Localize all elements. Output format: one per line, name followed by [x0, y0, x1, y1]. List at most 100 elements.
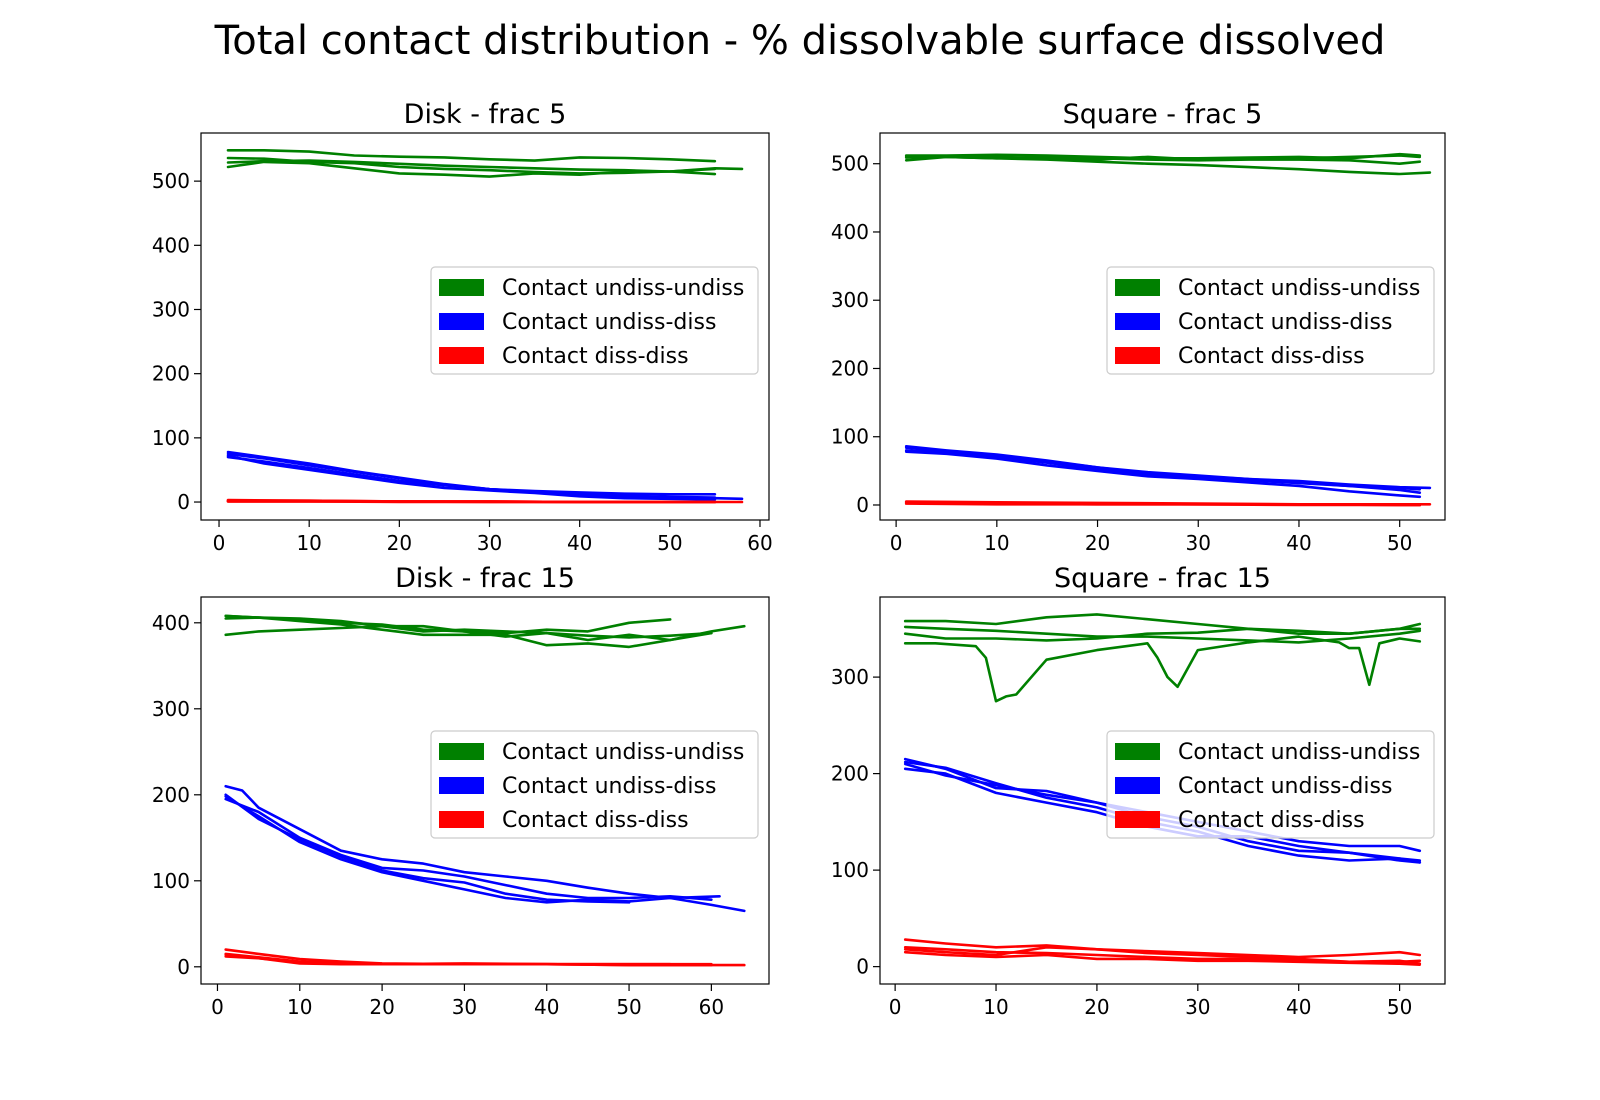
series-line-undiss-diss [226, 454, 717, 501]
legend-label: Contact undiss-diss [502, 774, 716, 799]
y-tick-label: 400 [152, 611, 190, 635]
legend-swatch [439, 313, 484, 330]
plot-frame [879, 596, 1446, 985]
x-tick-label: 40 [534, 995, 559, 1019]
x-tick-label: 10 [296, 531, 321, 555]
x-tick-label: 20 [369, 995, 394, 1019]
legend-frame [430, 730, 759, 839]
subplot-square-frac5: Square - frac 50 10 20 30 40 5001002003004005… [831, 99, 1446, 555]
series-line-undiss-diss [904, 449, 1422, 495]
legend: Contact undiss-undiss Contact undiss-diss… [1106, 266, 1435, 375]
legend-label: Contact undiss-undiss [502, 740, 744, 765]
y-tick-label: 100 [831, 858, 869, 882]
legend-label: Contact undiss-diss [1178, 774, 1392, 799]
y-tick-label: 100 [831, 425, 869, 449]
plot-frame [200, 132, 770, 521]
series-line-undiss-undiss [226, 149, 717, 163]
legend-label: Contact undiss-diss [502, 310, 716, 335]
legend-swatch [1115, 811, 1160, 828]
legend-frame [1106, 730, 1435, 839]
x-tick-label: 50 [616, 995, 641, 1019]
y-tick-label: 0 [177, 955, 190, 979]
series-lines [224, 614, 746, 967]
subplots-grid: Disk - frac 50 10 20 30 40 50 6001002003004005… [152, 99, 1446, 1019]
series-line-undiss-undiss [224, 616, 713, 639]
y-tick-label: 200 [831, 762, 869, 786]
y-tick-label: 200 [152, 362, 190, 386]
x-tick-label: 20 [1085, 531, 1110, 555]
series-line-undiss-diss [226, 452, 744, 501]
x-tick-label: 0 [211, 995, 224, 1019]
legend-swatch [439, 811, 484, 828]
legend: Contact undiss-undiss Contact undiss-diss… [1106, 730, 1435, 839]
series-lines [226, 149, 744, 504]
series-line-undiss-undiss [904, 154, 1422, 161]
x-tick-label: 20 [387, 531, 412, 555]
y-tick-label: 100 [152, 426, 190, 450]
series-line-undiss-diss [224, 793, 631, 904]
y-tick-label: 200 [831, 356, 869, 380]
y-tick-label: 200 [152, 783, 190, 807]
legend-swatch [1115, 743, 1160, 760]
x-tick-label: 0 [890, 531, 903, 555]
y-tick-label: 100 [152, 869, 190, 893]
legend-swatch [439, 743, 484, 760]
legend-frame [430, 266, 759, 375]
plot-frame [879, 132, 1446, 521]
series-line-undiss-undiss [903, 625, 1422, 644]
x-tick-label: 10 [984, 531, 1009, 555]
series-line-diss-diss [903, 938, 1422, 959]
legend-swatch [1115, 313, 1160, 330]
legend-label: Contact diss-diss [502, 808, 689, 833]
x-tick-label: 30 [1186, 531, 1211, 555]
legend-label: Contact diss-diss [502, 344, 689, 369]
series-line-undiss-undiss [903, 627, 1422, 642]
subplot-title: Disk - frac 15 [395, 563, 575, 594]
subplot-title: Square - frac 15 [1054, 563, 1271, 594]
x-tick-label: 30 [477, 531, 502, 555]
legend-frame [1106, 266, 1435, 375]
x-tick-label: 40 [1286, 531, 1311, 555]
subplot-disk-frac5: Disk - frac 5 0 10 20 30 40 50 60 0 100 200 300 400 5… [152, 99, 773, 555]
x-tick-label: 60 [699, 995, 724, 1019]
legend-swatch [439, 279, 484, 296]
subplot-title: Square - frac 5 [1063, 99, 1263, 130]
y-tick-label: 500 [831, 152, 869, 176]
y-tick-label: 300 [831, 665, 869, 689]
x-tick-label: 40 [1286, 995, 1311, 1019]
y-tick-label: 500 [152, 169, 190, 193]
y-tick-label: 300 [152, 297, 190, 321]
y-tick-label: 0 [856, 493, 869, 517]
legend-label: Contact diss-diss [1178, 344, 1365, 369]
series-line-diss-diss [226, 500, 717, 504]
legend: Contact undiss-undiss Contact undiss-diss… [430, 730, 759, 839]
y-tick-label: 300 [831, 288, 869, 312]
x-tick-label: 0 [213, 531, 226, 555]
series-line-undiss-diss [224, 797, 713, 902]
x-tick-label: 0 [889, 995, 902, 1019]
x-tick-label: 50 [1387, 995, 1412, 1019]
x-tick-label: 40 [567, 531, 592, 555]
series-line-undiss-diss [904, 450, 1422, 499]
x-tick-label: 10 [287, 995, 312, 1019]
series-line-undiss-undiss [226, 159, 717, 176]
legend: Contact undiss-undiss Contact undiss-diss… [430, 266, 759, 375]
legend-swatch [1115, 777, 1160, 794]
x-tick-label: 10 [983, 995, 1008, 1019]
legend-label: Contact undiss-undiss [1178, 740, 1420, 765]
y-tick-label: 400 [831, 220, 869, 244]
y-tick-label: 400 [152, 233, 190, 257]
x-tick-label: 30 [452, 995, 477, 1019]
series-line-diss-diss [903, 945, 1422, 964]
legend-swatch [1115, 279, 1160, 296]
series-line-undiss-diss [226, 455, 717, 499]
y-tick-label: 0 [856, 955, 869, 979]
legend-label: Contact undiss-undiss [502, 276, 744, 301]
legend-swatch [1115, 347, 1160, 364]
y-tick-label: 300 [152, 697, 190, 721]
x-tick-label: 20 [1084, 995, 1109, 1019]
legend-label: Contact undiss-diss [1178, 310, 1392, 335]
figure-title: Total contact distribution - % dissolvab… [214, 18, 1386, 64]
series-lines [904, 152, 1432, 507]
